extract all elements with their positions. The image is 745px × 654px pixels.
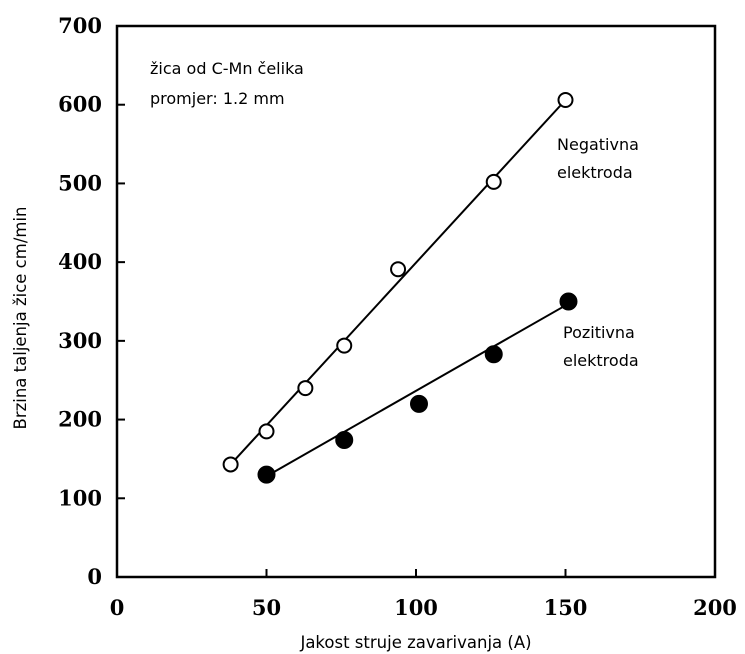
series-label-pozitivna-line-1: Pozitivna <box>563 323 635 342</box>
x-tick-label: 200 <box>693 595 737 620</box>
y-tick-label: 200 <box>58 407 102 432</box>
open-circle-point <box>258 423 275 440</box>
y-tick-label: 400 <box>58 249 102 274</box>
y-tick-label: 600 <box>58 92 102 117</box>
y-axis-title: Brzina taljenja žice cm/min <box>11 207 30 430</box>
filled-circle-point <box>257 465 276 484</box>
x-tick-label: 50 <box>252 595 281 620</box>
x-tick-label: 0 <box>110 595 125 620</box>
open-circle-point <box>222 456 239 473</box>
y-tick-label: 100 <box>58 485 102 510</box>
fit-line-series-1 <box>229 99 567 466</box>
series-label-negativna-line-2: elektroda <box>557 163 633 182</box>
y-tick-label: 700 <box>58 13 102 38</box>
x-axis-title: Jakost struje zavarivanja (A) <box>299 633 531 652</box>
series-label-negativna-line-1: Negativna <box>557 135 639 154</box>
filled-circle-point <box>335 431 354 450</box>
plot-frame <box>115 24 717 579</box>
fit-line-series-2 <box>266 304 566 478</box>
x-tick-label: 100 <box>394 595 438 620</box>
series-label-pozitivna-line-2: elektroda <box>563 351 639 370</box>
y-tick-label: 500 <box>58 170 102 195</box>
x-tick-label: 150 <box>544 595 588 620</box>
filled-circle-point <box>409 394 428 413</box>
open-circle-point <box>557 91 574 108</box>
open-circle-point <box>485 173 502 190</box>
open-circle-point <box>336 337 353 354</box>
filled-circle-point <box>559 292 578 311</box>
annotation-line-1: žica od C-Mn čelika <box>150 59 304 78</box>
y-tick-label: 0 <box>87 564 102 589</box>
open-circle-point <box>390 261 407 278</box>
open-circle-point <box>297 380 314 397</box>
axis-ticks: 0 50 100 150 200 0 100 200 300 400 500 600 700 <box>58 13 737 620</box>
fit-lines <box>229 99 567 478</box>
filled-circle-point <box>484 345 503 364</box>
data-points <box>222 91 578 484</box>
annotation-line-2: promjer: 1.2 mm <box>150 89 285 108</box>
y-tick-label: 300 <box>58 328 102 353</box>
